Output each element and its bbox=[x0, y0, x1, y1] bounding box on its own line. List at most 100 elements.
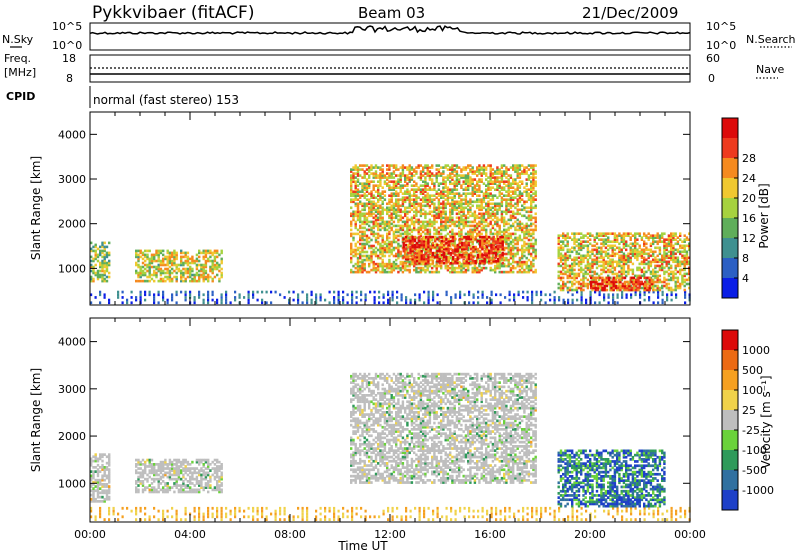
echo-cell bbox=[562, 236, 565, 239]
echo-cell bbox=[534, 218, 537, 222]
echo-cell bbox=[604, 260, 608, 264]
echo-cell bbox=[356, 190, 360, 193]
echo-cell bbox=[458, 264, 461, 268]
echo-cell bbox=[418, 245, 421, 249]
echo-cell bbox=[265, 290, 268, 294]
echo-cell bbox=[609, 268, 612, 272]
echo-cell bbox=[471, 192, 474, 195]
echo-cell bbox=[494, 214, 497, 218]
echo-cell bbox=[356, 216, 360, 220]
echo-cell bbox=[337, 290, 340, 294]
echo-cell bbox=[476, 258, 479, 262]
echo-cell bbox=[359, 168, 362, 171]
echo-cell bbox=[602, 270, 605, 274]
echo-cell bbox=[643, 232, 646, 235]
echo-cell bbox=[390, 240, 393, 244]
echo-cell bbox=[434, 243, 437, 247]
echo-cell bbox=[426, 164, 429, 167]
echo-cell bbox=[462, 270, 465, 274]
echo-cell bbox=[220, 261, 223, 265]
echo-cell bbox=[399, 178, 402, 181]
echo-cell bbox=[609, 284, 612, 288]
echo-cell bbox=[449, 212, 452, 216]
echo-cell bbox=[370, 200, 373, 204]
echo-cell bbox=[688, 278, 691, 282]
echo-cell bbox=[422, 204, 425, 208]
echo-cell bbox=[404, 237, 408, 241]
echo-cell bbox=[589, 296, 592, 299]
echo-cell bbox=[101, 251, 104, 255]
echo-cell bbox=[377, 226, 380, 230]
echo-cell bbox=[453, 202, 456, 206]
echo-cell bbox=[435, 270, 438, 274]
echo-cell bbox=[413, 224, 416, 228]
echo-cell bbox=[463, 245, 466, 249]
echo-cell bbox=[328, 301, 331, 305]
echo-cell bbox=[426, 200, 429, 204]
echo-cell bbox=[370, 212, 373, 216]
echo-cell bbox=[462, 220, 465, 224]
echo-cell bbox=[395, 224, 398, 228]
echo-cell bbox=[470, 251, 473, 255]
echo-cell bbox=[426, 268, 429, 272]
echo-cell bbox=[350, 268, 353, 272]
echo-cell bbox=[359, 202, 362, 206]
echo-cell bbox=[198, 263, 201, 267]
echo-cell bbox=[392, 236, 396, 240]
echo-cell bbox=[534, 248, 537, 252]
echo-cell bbox=[676, 240, 680, 243]
echo-cell bbox=[557, 238, 560, 241]
echo-cell bbox=[571, 270, 574, 274]
echo-cell bbox=[600, 264, 603, 268]
echo-cell bbox=[566, 232, 569, 235]
echo-cell bbox=[440, 214, 443, 218]
echo-cell bbox=[640, 270, 644, 274]
echo-cell bbox=[288, 298, 291, 302]
echo-cell bbox=[607, 301, 610, 305]
echo-cell bbox=[420, 255, 423, 259]
echo-cell bbox=[665, 252, 668, 256]
echo-cell bbox=[571, 282, 574, 286]
echo-cell bbox=[422, 257, 426, 261]
echo-cell bbox=[488, 239, 491, 243]
echo-cell bbox=[672, 256, 675, 260]
echo-cell bbox=[467, 210, 470, 214]
echo-cell bbox=[582, 254, 585, 258]
echo-cell bbox=[455, 170, 459, 173]
echo-cell bbox=[446, 268, 450, 272]
echo-cell bbox=[449, 270, 452, 274]
echo-cell bbox=[101, 275, 104, 279]
echo-cell bbox=[575, 274, 578, 278]
echo-cell bbox=[618, 270, 621, 274]
echo-cell bbox=[679, 286, 682, 290]
echo-cell bbox=[575, 238, 578, 241]
echo-cell bbox=[674, 248, 677, 252]
echo-cell bbox=[359, 266, 362, 270]
echo-cell bbox=[557, 254, 560, 258]
echo-cell bbox=[478, 204, 481, 208]
echo-cell bbox=[413, 190, 416, 193]
echo-cell bbox=[685, 256, 689, 260]
echo-cell bbox=[672, 232, 675, 235]
echo-cell bbox=[534, 268, 537, 272]
echo-cell bbox=[433, 216, 436, 220]
echo-cell bbox=[395, 190, 398, 193]
echo-cell bbox=[607, 293, 610, 297]
echo-cell bbox=[525, 248, 528, 252]
echo-cell bbox=[667, 236, 671, 239]
echo-cell bbox=[361, 250, 364, 254]
echo-cell bbox=[562, 266, 565, 270]
echo-cell bbox=[103, 277, 106, 281]
echo-cell bbox=[383, 224, 387, 228]
echo-cell bbox=[200, 273, 203, 277]
echo-cell bbox=[408, 270, 411, 274]
echo-cell bbox=[672, 272, 675, 276]
echo-cell bbox=[96, 273, 100, 277]
echo-cell bbox=[379, 262, 382, 266]
echo-cell bbox=[625, 234, 628, 237]
echo-cell bbox=[419, 262, 423, 266]
echo-cell bbox=[530, 208, 533, 212]
echo-cell bbox=[166, 275, 169, 279]
echo-cell bbox=[656, 234, 659, 237]
echo-cell bbox=[627, 234, 630, 237]
